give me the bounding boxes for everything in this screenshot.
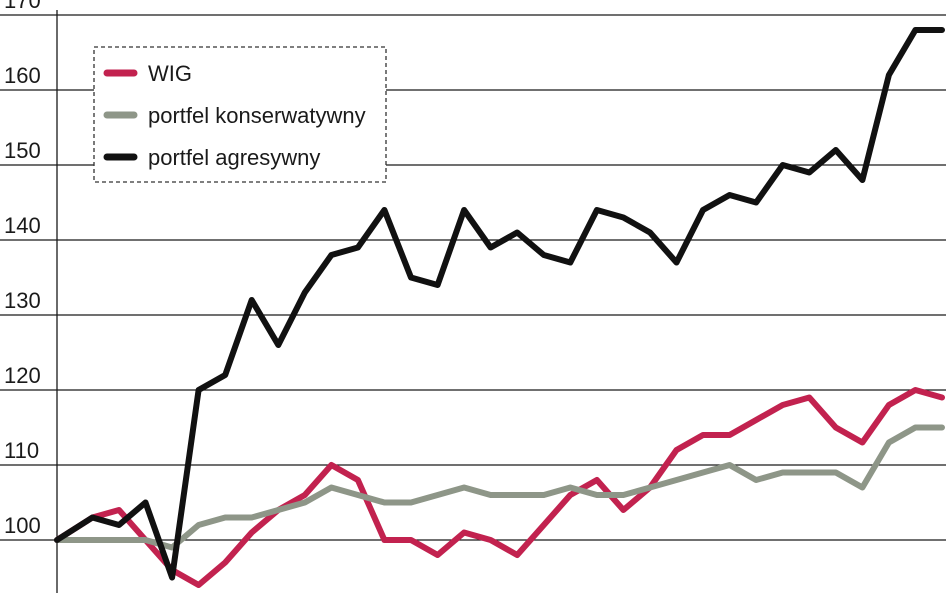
y-axis: 100 110 120 130 140 150 160 170 [4,0,58,593]
series-line-1 [54,424,945,551]
series-lines [54,27,945,588]
series-line-0 [54,387,945,588]
y-tick-label: 140 [4,213,41,238]
legend-box [93,46,387,183]
legend-label-0: WIG [148,61,192,86]
legend-label-2: portfel agresywny [148,145,320,170]
y-tick-label: 120 [4,363,41,388]
series-line-2 [54,27,945,581]
y-tick-label: 160 [4,63,41,88]
y-tick-label: 100 [4,513,41,538]
legend: WIG portfel konserwatywny portfel agresywn… [93,46,387,183]
y-tick-label: 110 [4,438,39,463]
y-tick-label: 130 [4,288,41,313]
y-tick-label: 150 [4,138,41,163]
y-tick-label: 170 [4,0,41,13]
legend-label-1: portfel konserwatywny [148,103,366,128]
